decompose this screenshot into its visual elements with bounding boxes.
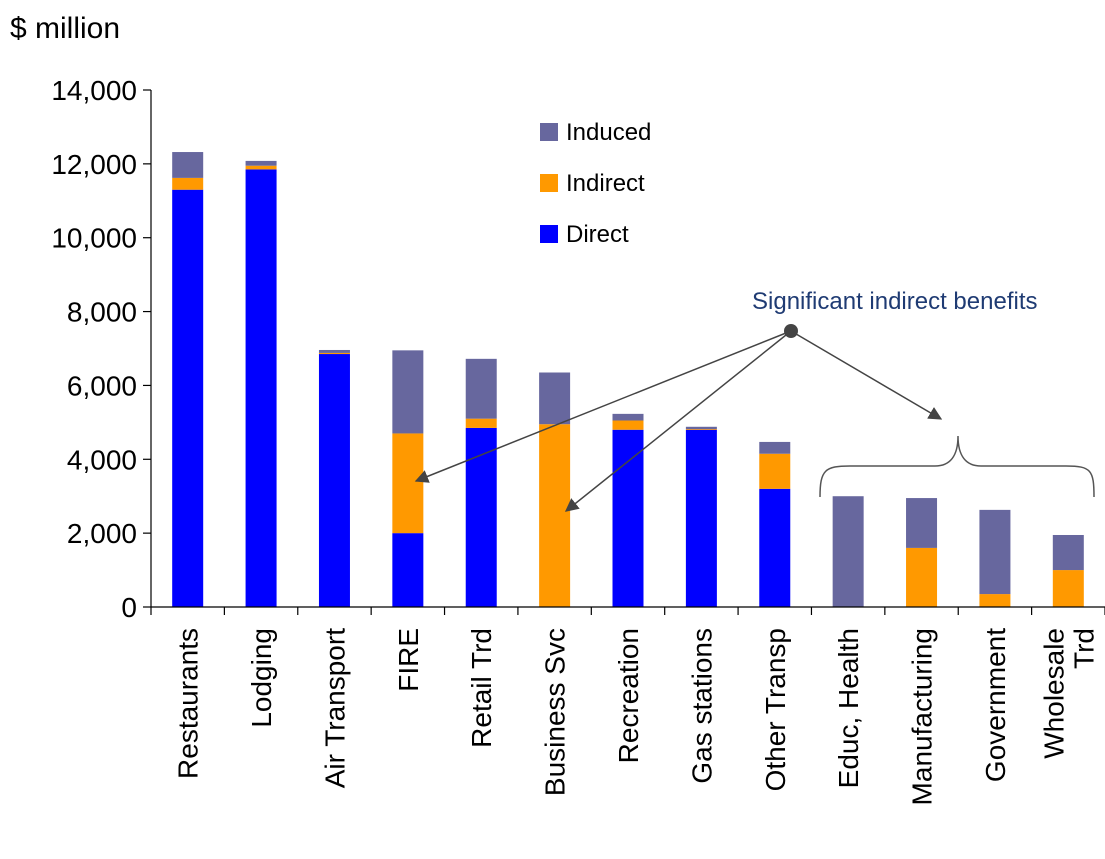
x-tick-label: Business Svc bbox=[540, 628, 571, 796]
x-tick-label: Educ, Health bbox=[833, 628, 864, 788]
legend-label-direct: Direct bbox=[566, 221, 629, 248]
legend-label-indirect: Indirect bbox=[566, 170, 645, 197]
x-tick-label: Air Transport bbox=[319, 628, 350, 788]
x-tick-label-line: Recreation bbox=[613, 628, 644, 763]
y-tick-label: 12,000 bbox=[51, 149, 137, 180]
x-tick-label-line: Government bbox=[980, 628, 1011, 782]
y-axis-ticks: 0 2,000 4,000 6,000 8,000 10,000 12,000 14,000 bbox=[51, 75, 151, 623]
x-tick-label-line: Restaurants bbox=[173, 628, 204, 779]
bar-induced bbox=[612, 413, 644, 421]
bar-direct bbox=[318, 354, 350, 607]
y-tick-label: 0 bbox=[121, 592, 137, 623]
bar-direct bbox=[685, 429, 717, 607]
x-tick-label-line: Manufacturing bbox=[907, 628, 938, 805]
x-tick-label-line: FIRE bbox=[393, 628, 424, 692]
y-tick-label: 6,000 bbox=[67, 370, 137, 401]
y-tick-label: 10,000 bbox=[51, 223, 137, 254]
y-tick-label: 14,000 bbox=[51, 75, 137, 106]
bar-induced bbox=[979, 509, 1011, 595]
annotation-arrow-fire bbox=[414, 330, 792, 483]
bar-indirect bbox=[172, 177, 204, 190]
bar-direct bbox=[392, 533, 424, 607]
bar-induced bbox=[539, 372, 571, 425]
bars-group bbox=[172, 152, 1084, 607]
x-tick-label-line: Air Transport bbox=[319, 628, 350, 788]
bar-induced bbox=[1052, 534, 1084, 571]
x-tick-label: Restaurants bbox=[173, 628, 204, 779]
bar-indirect bbox=[906, 547, 938, 607]
bar-direct bbox=[612, 429, 644, 607]
x-tick-label-line: Retail Trd bbox=[466, 628, 497, 748]
x-tick-label: Gas stations bbox=[686, 628, 717, 784]
x-tick-label: FIRE bbox=[393, 628, 424, 692]
bar-indirect bbox=[759, 453, 791, 489]
bar-induced bbox=[759, 441, 791, 454]
bar-indirect bbox=[245, 165, 277, 170]
bar-induced bbox=[245, 160, 277, 166]
y-tick-label: 4,000 bbox=[67, 444, 137, 475]
x-tick-label: Other Transp bbox=[760, 628, 791, 791]
bar-induced bbox=[392, 350, 424, 434]
annotation-text: Significant indirect benefits bbox=[752, 288, 1038, 315]
legend: Induced Indirect Direct bbox=[540, 119, 651, 248]
bar-indirect bbox=[392, 433, 424, 534]
axes-group bbox=[150, 90, 1105, 615]
x-tick-label: Recreation bbox=[613, 628, 644, 763]
bar-direct bbox=[759, 488, 791, 607]
bar-induced bbox=[172, 152, 204, 178]
x-tick-label-line: Gas stations bbox=[686, 628, 717, 784]
annotation-arrow-group bbox=[790, 330, 943, 420]
x-tick-label-line: Trd bbox=[1068, 628, 1099, 669]
bar-indirect bbox=[612, 420, 644, 430]
x-tick-label-line: Wholesale bbox=[1038, 628, 1069, 759]
bar-indirect bbox=[539, 424, 571, 607]
x-tick-label-line: Business Svc bbox=[540, 628, 571, 796]
annotation-brace bbox=[819, 435, 1095, 498]
bar-induced bbox=[832, 496, 864, 607]
x-tick-label-line: Educ, Health bbox=[833, 628, 864, 788]
x-axis-labels: Restaurants Lodging Air Transport FIRE Retai… bbox=[173, 628, 1100, 806]
x-tick-label: Manufacturing bbox=[907, 628, 938, 805]
x-tick-label: Government bbox=[980, 628, 1011, 782]
legend-label-induced: Induced bbox=[566, 119, 651, 146]
bar-indirect bbox=[979, 594, 1011, 607]
bar-indirect bbox=[465, 418, 497, 428]
bar-direct bbox=[245, 169, 277, 607]
x-tick-label: Lodging bbox=[246, 628, 277, 728]
x-tick-label-line: Other Transp bbox=[760, 628, 791, 791]
bar-induced bbox=[685, 426, 717, 430]
bar-induced bbox=[465, 358, 497, 419]
unit-label: $ million bbox=[10, 12, 120, 45]
y-tick-label: 8,000 bbox=[67, 297, 137, 328]
bar-indirect bbox=[1052, 570, 1084, 607]
x-tick-label: Wholesale Trd bbox=[1038, 628, 1099, 759]
bar-indirect bbox=[318, 352, 350, 355]
annotation-arrow-business-svc bbox=[564, 330, 792, 512]
bar-direct bbox=[172, 189, 204, 607]
legend-swatch-direct bbox=[540, 225, 558, 243]
y-tick-label: 2,000 bbox=[67, 518, 137, 549]
x-tick-label: Retail Trd bbox=[466, 628, 497, 748]
bar-induced bbox=[906, 498, 938, 548]
bar-direct bbox=[465, 427, 497, 607]
legend-swatch-indirect bbox=[540, 174, 558, 192]
annotation: Significant indirect benefits bbox=[414, 288, 1095, 512]
bar-indirect bbox=[685, 429, 717, 430]
x-tick-label-line: Lodging bbox=[246, 628, 277, 728]
bar-induced bbox=[318, 349, 350, 353]
legend-swatch-induced bbox=[540, 123, 558, 141]
